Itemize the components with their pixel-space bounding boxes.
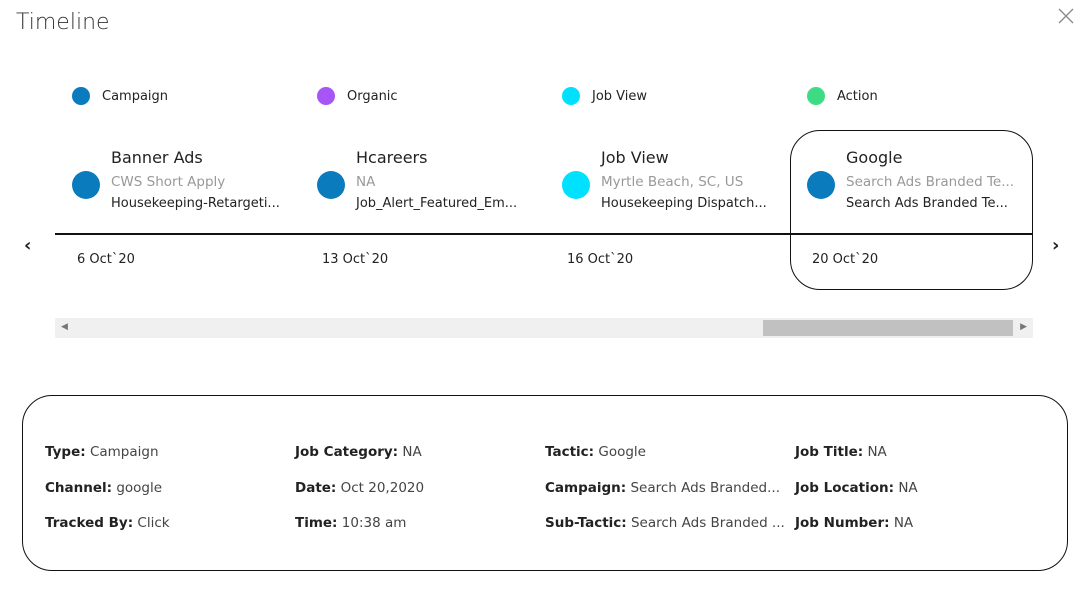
detail-field: Tactic: Google bbox=[545, 444, 646, 460]
event-date: 6 Oct`20 bbox=[77, 252, 135, 267]
timeline-axis bbox=[55, 233, 1033, 235]
detail-field: Campaign: Search Ads Branded... bbox=[545, 480, 780, 496]
detail-value: 10:38 am bbox=[341, 515, 407, 531]
detail-field: Job Category: NA bbox=[295, 444, 422, 460]
page-title: Timeline bbox=[16, 10, 110, 35]
event-subtitle: Myrtle Beach, SC, US bbox=[601, 174, 744, 190]
timeline-event-card[interactable]: Job View Myrtle Beach, SC, US Housekeeping… bbox=[562, 148, 802, 218]
event-title: Hcareers bbox=[356, 148, 428, 167]
legend-dot-icon bbox=[72, 87, 90, 105]
detail-value: Campaign bbox=[89, 444, 159, 460]
event-dot-icon bbox=[72, 171, 100, 199]
legend-item: Action bbox=[807, 87, 878, 105]
event-subtitle: Search Ads Branded Te... bbox=[846, 174, 1015, 190]
detail-field: Tracked By: Click bbox=[45, 515, 170, 531]
close-icon[interactable] bbox=[1056, 6, 1076, 26]
detail-value: NA bbox=[402, 444, 422, 460]
detail-label: Date: bbox=[295, 480, 337, 496]
detail-field: Time: 10:38 am bbox=[295, 515, 406, 531]
detail-label: Job Number: bbox=[795, 515, 890, 531]
next-arrow-icon[interactable]: › bbox=[1052, 235, 1060, 256]
detail-label: Tracked By: bbox=[45, 515, 134, 531]
detail-label: Sub-Tactic: bbox=[545, 515, 627, 531]
event-title: Job View bbox=[601, 148, 669, 167]
detail-field: Channel: google bbox=[45, 480, 162, 496]
event-dot-icon bbox=[317, 171, 345, 199]
scroll-right-icon[interactable]: ▶ bbox=[1020, 322, 1027, 332]
detail-label: Job Location: bbox=[795, 480, 895, 496]
event-details-panel bbox=[22, 395, 1068, 571]
detail-value: Oct 20,2020 bbox=[340, 480, 425, 496]
legend-label: Campaign bbox=[102, 88, 169, 104]
legend-item: Organic bbox=[317, 87, 398, 105]
event-date: 20 Oct`20 bbox=[812, 252, 879, 267]
prev-arrow-icon[interactable]: ‹ bbox=[24, 235, 32, 256]
detail-label: Type: bbox=[45, 444, 86, 460]
detail-label: Time: bbox=[295, 515, 338, 531]
event-subtitle: CWS Short Apply bbox=[111, 174, 226, 190]
legend-dot-icon bbox=[807, 87, 825, 105]
event-subtitle: NA bbox=[356, 174, 376, 190]
timeline-event-card[interactable]: Hcareers NA Job_Alert_Featured_Em... bbox=[317, 148, 557, 218]
legend-dot-icon bbox=[317, 87, 335, 105]
legend-label: Action bbox=[837, 88, 878, 104]
event-date: 13 Oct`20 bbox=[322, 252, 389, 267]
timeline-event-card[interactable]: Banner Ads CWS Short Apply Housekeeping-Re… bbox=[72, 148, 312, 218]
legend-dot-icon bbox=[562, 87, 580, 105]
event-dot-icon bbox=[562, 171, 590, 199]
horizontal-scrollbar[interactable]: ◀ ▶ bbox=[55, 318, 1033, 338]
scroll-left-icon[interactable]: ◀ bbox=[61, 322, 68, 332]
detail-value: google bbox=[116, 480, 163, 496]
event-title: Banner Ads bbox=[111, 148, 203, 167]
detail-value: Search Ads Branded... bbox=[630, 480, 780, 496]
detail-field: Date: Oct 20,2020 bbox=[295, 480, 424, 496]
detail-label: Job Title: bbox=[795, 444, 864, 460]
detail-value: Click bbox=[137, 515, 170, 531]
detail-field: Job Number: NA bbox=[795, 515, 913, 531]
event-detail: Housekeeping Dispatch... bbox=[601, 196, 767, 211]
detail-label: Channel: bbox=[45, 480, 113, 496]
detail-field: Sub-Tactic: Search Ads Branded ... bbox=[545, 515, 785, 531]
event-date: 16 Oct`20 bbox=[567, 252, 634, 267]
detail-value: Google bbox=[598, 444, 646, 460]
event-dot-icon bbox=[807, 171, 835, 199]
legend-label: Organic bbox=[347, 88, 398, 104]
legend-item: Campaign bbox=[72, 87, 168, 105]
event-detail: Job_Alert_Featured_Em... bbox=[356, 196, 518, 211]
legend-item: Job View bbox=[562, 87, 647, 105]
detail-value: NA bbox=[867, 444, 887, 460]
scrollbar-thumb[interactable] bbox=[763, 320, 1013, 336]
detail-field: Job Location: NA bbox=[795, 480, 918, 496]
detail-value: NA bbox=[898, 480, 918, 496]
detail-field: Type: Campaign bbox=[45, 444, 159, 460]
detail-label: Job Category: bbox=[295, 444, 399, 460]
detail-value: NA bbox=[893, 515, 914, 531]
event-detail: Search Ads Branded Te... bbox=[846, 196, 1008, 211]
selected-event-highlight[interactable] bbox=[790, 130, 1033, 290]
detail-label: Campaign: bbox=[545, 480, 627, 496]
detail-field: Job Title: NA bbox=[795, 444, 887, 460]
detail-value: Search Ads Branded ... bbox=[630, 515, 785, 531]
detail-label: Tactic: bbox=[545, 444, 595, 460]
legend-label: Job View bbox=[592, 88, 648, 104]
event-detail: Housekeeping-Retargeti... bbox=[111, 196, 280, 211]
timeline-event-card[interactable]: Google Search Ads Branded Te... Search Ads… bbox=[807, 148, 1047, 218]
event-title: Google bbox=[846, 148, 903, 167]
